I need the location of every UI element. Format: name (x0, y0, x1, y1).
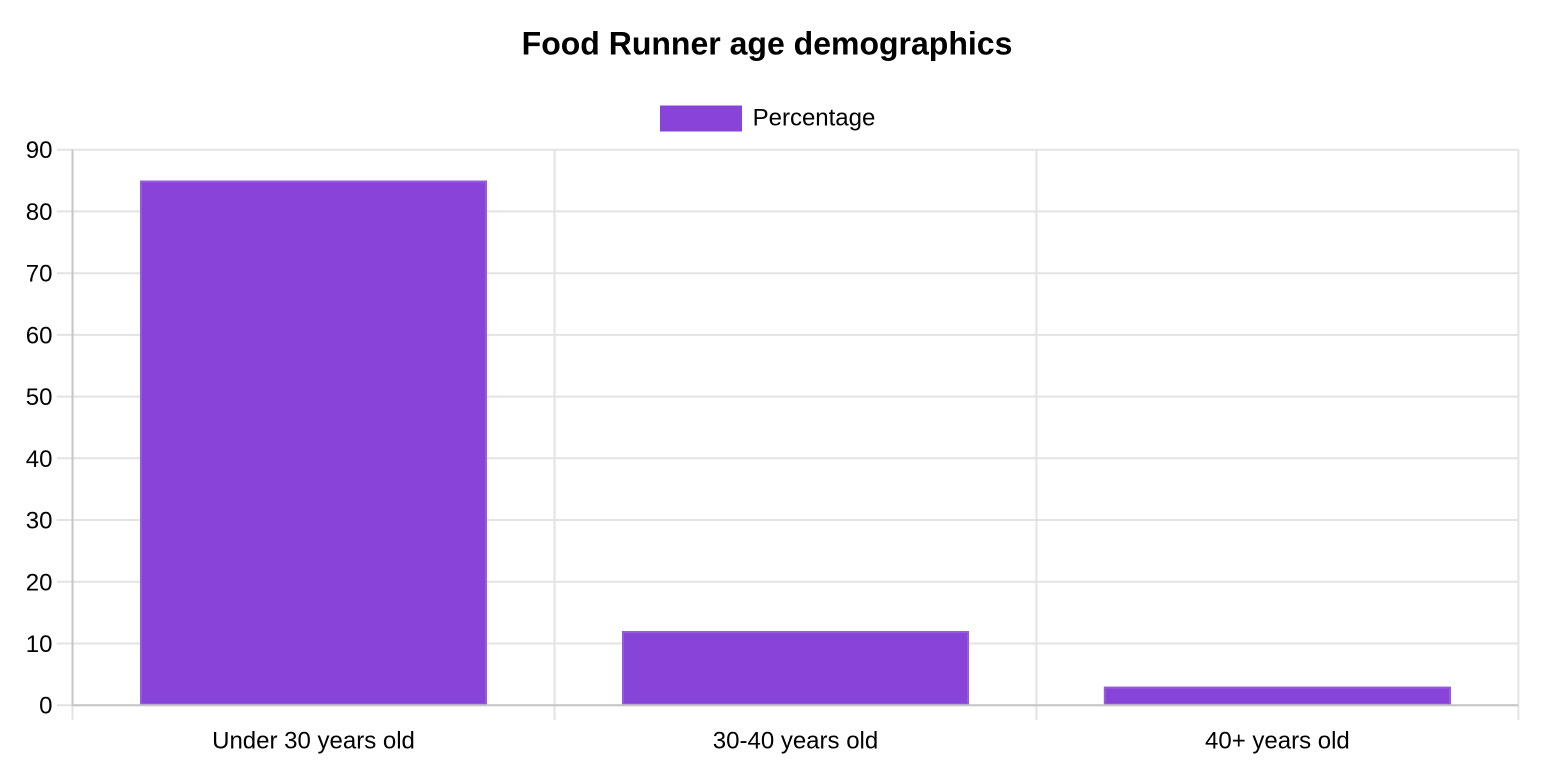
svg-text:Percentage: Percentage (753, 105, 876, 132)
svg-text:60: 60 (26, 322, 53, 349)
svg-text:80: 80 (26, 199, 53, 226)
svg-text:10: 10 (26, 631, 53, 658)
svg-text:30: 30 (26, 508, 53, 535)
svg-text:20: 20 (26, 569, 53, 596)
svg-text:40+ years old: 40+ years old (1205, 728, 1350, 755)
svg-text:50: 50 (26, 384, 53, 411)
svg-text:0: 0 (39, 693, 52, 720)
svg-text:40: 40 (26, 446, 53, 473)
svg-text:Under 30 years old: Under 30 years old (212, 728, 415, 755)
svg-text:30-40 years old: 30-40 years old (713, 728, 878, 755)
svg-text:70: 70 (26, 261, 53, 288)
svg-text:Food Runner age demographics: Food Runner age demographics (522, 26, 1013, 62)
svg-text:90: 90 (26, 137, 53, 164)
